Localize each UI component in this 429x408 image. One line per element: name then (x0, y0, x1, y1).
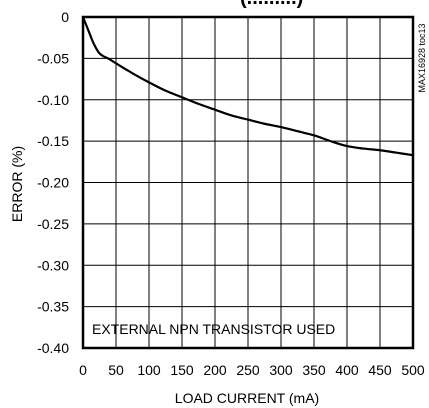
x-tick-label: 100 (137, 362, 161, 378)
y-axis-title: ERROR (%) (9, 146, 25, 222)
x-tick-label: 400 (335, 362, 359, 378)
y-tick-label: -0.05 (37, 50, 69, 66)
y-tick-label: 0 (61, 9, 69, 25)
y-tick-label: -0.40 (37, 340, 69, 356)
chart-title-fragment: (.........) (240, 0, 303, 9)
x-tick-label: 250 (236, 362, 260, 378)
plot-frame (81, 15, 415, 350)
x-tick-label: 0 (79, 362, 87, 378)
x-tick-label: 200 (203, 362, 227, 378)
y-tick-label: -0.35 (37, 299, 69, 315)
grid (83, 17, 413, 348)
x-tick-labels: 0 50 100 150 200 250 300 350 400 450 500 (79, 362, 425, 378)
x-tick-label: 150 (170, 362, 194, 378)
y-tick-label: -0.25 (37, 216, 69, 232)
y-tick-label: -0.20 (37, 175, 69, 191)
x-tick-label: 500 (401, 362, 425, 378)
y-tick-label: -0.30 (37, 257, 69, 273)
x-tick-label: 450 (368, 362, 392, 378)
annotation: EXTERNAL NPN TRANSISTOR USED (92, 321, 335, 337)
x-axis-title: LOAD CURRENT (mA) (175, 390, 319, 406)
y-tick-label: -0.15 (37, 133, 69, 149)
figure-code: MAX16928 toc13 (417, 23, 427, 92)
y-tick-label: -0.10 (37, 92, 69, 108)
y-tick-labels: 0 -0.05 -0.10 -0.15 -0.20 -0.25 -0.30 -0.35 -0.4… (37, 9, 69, 356)
x-tick-label: 50 (108, 362, 124, 378)
x-tick-label: 350 (302, 362, 326, 378)
x-tick-label: 300 (269, 362, 293, 378)
series-line (81, 16, 414, 157)
